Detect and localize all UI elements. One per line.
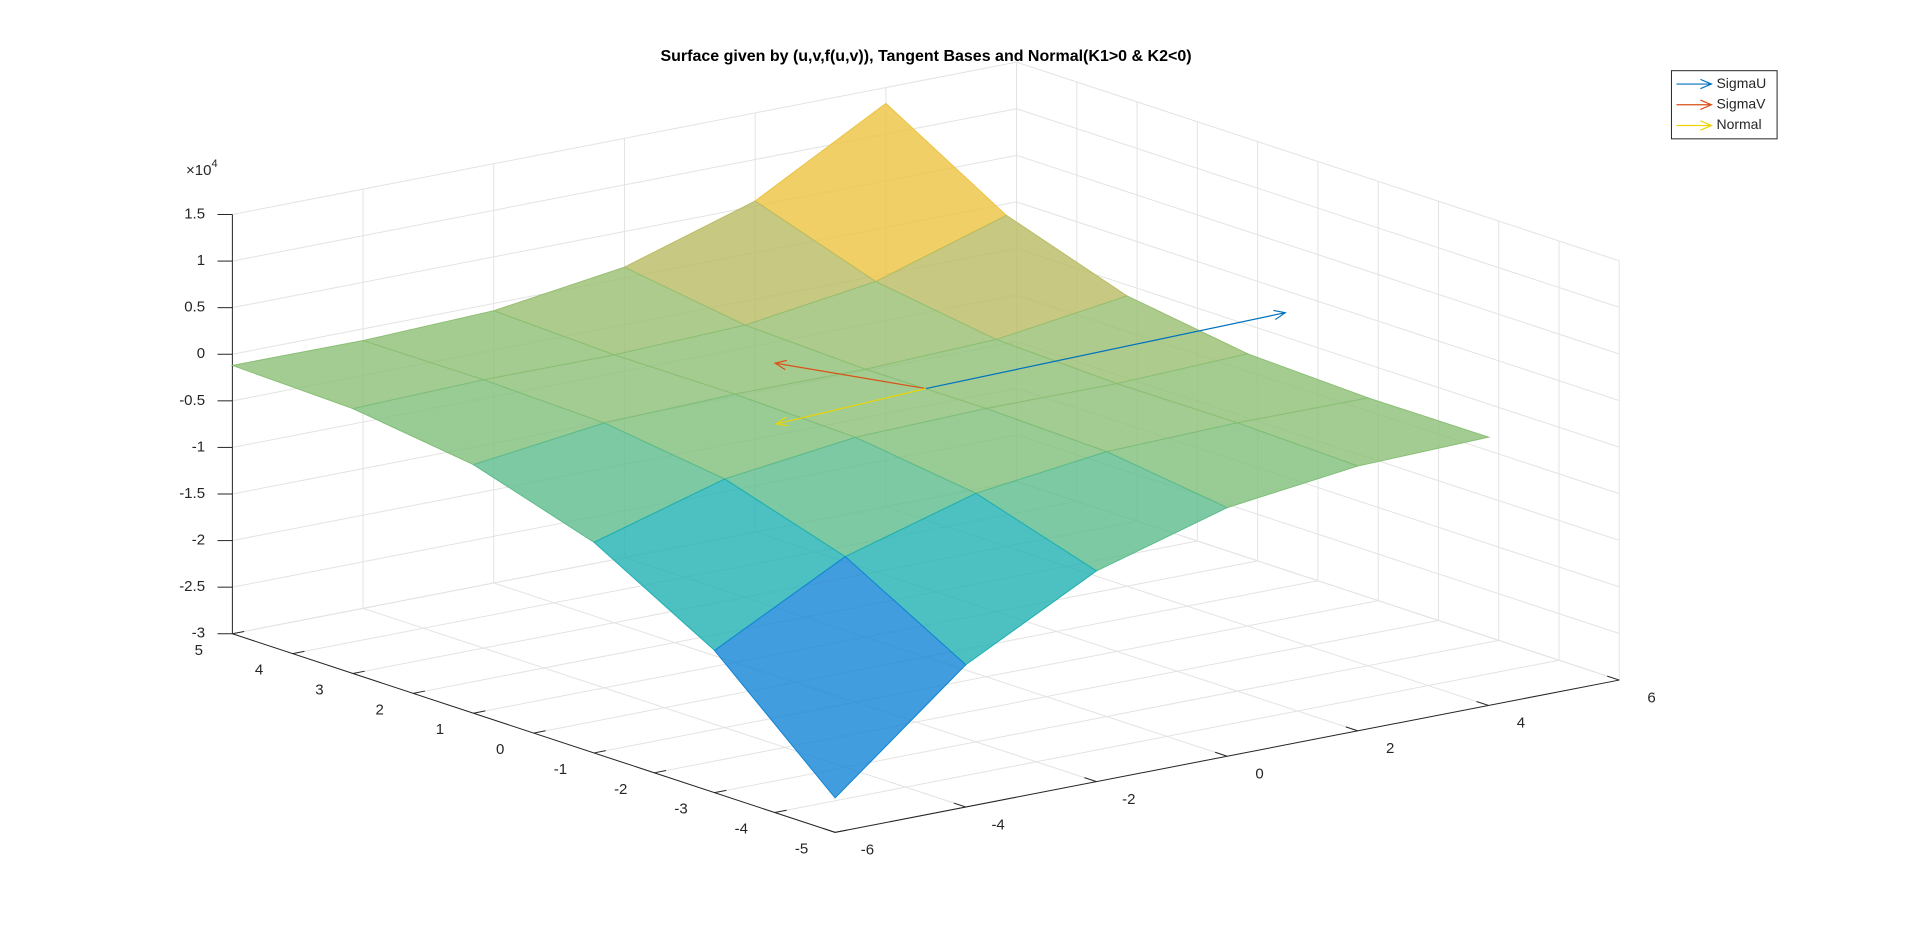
x-tick	[1607, 675, 1620, 681]
y-tick	[774, 809, 787, 814]
x-tick-label: 4	[1517, 715, 1525, 732]
y-tick-label: -3	[674, 801, 687, 818]
x-tick-label: -2	[1122, 791, 1135, 808]
x-tick	[1214, 751, 1228, 757]
y-tick	[413, 690, 426, 694]
x-tick	[1476, 701, 1489, 706]
z-multiplier-exponent: 4	[211, 158, 217, 170]
grid-line	[774, 659, 1560, 814]
vectors	[773, 309, 1287, 427]
legend-icon	[1676, 99, 1714, 110]
x-tick-label: 6	[1647, 689, 1655, 706]
y-tick-label: -2	[614, 781, 627, 798]
y-tick-label: 5	[195, 642, 203, 659]
z-tick-label: 0	[197, 345, 205, 362]
x-tick-label: 0	[1255, 765, 1263, 782]
z-tick-label: -3	[192, 625, 205, 642]
y-tick	[714, 789, 727, 794]
legend-icon	[1676, 120, 1714, 131]
y-tick	[352, 670, 365, 674]
vector-arrow	[774, 388, 926, 427]
z-tick-label: -1	[192, 438, 205, 455]
z-multiplier: ×104	[186, 158, 218, 179]
z-multiplier-base: ×10	[186, 162, 211, 179]
labels: Surface given by (u,v,f(u,v)), Tangent B…	[179, 48, 1656, 858]
y-tick	[473, 710, 486, 714]
grid-line	[1016, 154, 1620, 355]
surface	[230, 102, 1491, 799]
y-tick	[232, 630, 245, 635]
y-tick-label: -4	[735, 821, 748, 838]
z-tick-label: -2.5	[179, 578, 205, 595]
vector-arrow	[925, 309, 1287, 390]
x-tick	[1345, 726, 1359, 732]
axes	[217, 214, 1620, 833]
y-tick-label: -1	[554, 761, 567, 778]
x-tick-label: -6	[861, 842, 874, 859]
y-tick-label: 2	[375, 701, 383, 718]
legend-label: Normal	[1716, 116, 1761, 132]
y-tick-label: 1	[436, 721, 444, 738]
grid-line	[232, 61, 1017, 215]
z-tick-label: -0.5	[179, 392, 205, 409]
surface-patch	[713, 555, 967, 799]
z-tick-label: 1	[197, 252, 205, 269]
y-tick-label: -5	[795, 840, 808, 857]
y-tick	[292, 650, 305, 655]
grid-line	[1016, 201, 1620, 402]
z-tick-label: 0.5	[184, 299, 205, 316]
y-tick	[533, 730, 546, 734]
y-tick-label: 3	[315, 682, 323, 699]
y-tick	[835, 829, 847, 833]
x-tick	[1084, 777, 1097, 783]
grid-line	[593, 600, 1379, 754]
x-tick	[822, 827, 836, 833]
grid-line	[654, 619, 1439, 774]
grid-line	[1016, 248, 1620, 448]
x-tick-label: 2	[1386, 740, 1394, 757]
z-tick-label: -2	[192, 532, 205, 549]
z-tick-label: -1.5	[179, 485, 205, 502]
chart-title: Surface given by (u,v,f(u,v)), Tangent B…	[660, 48, 1191, 65]
vector-arrow	[773, 359, 926, 390]
z-tick-label: 1.5	[184, 205, 205, 222]
y-tick-label: 4	[255, 662, 263, 679]
legend-label: SigmaU	[1716, 75, 1766, 91]
legend: SigmaU SigmaV Normal	[1670, 70, 1778, 140]
legend-icon	[1676, 78, 1714, 90]
x-tick	[953, 802, 966, 808]
y-tick	[654, 770, 667, 774]
y-tick	[593, 750, 606, 754]
grid-line	[1016, 108, 1620, 308]
y-tick-label: 0	[496, 741, 504, 758]
grid-line	[1016, 61, 1620, 262]
legend-label: SigmaV	[1716, 95, 1766, 111]
x-tick-label: -4	[991, 816, 1004, 833]
